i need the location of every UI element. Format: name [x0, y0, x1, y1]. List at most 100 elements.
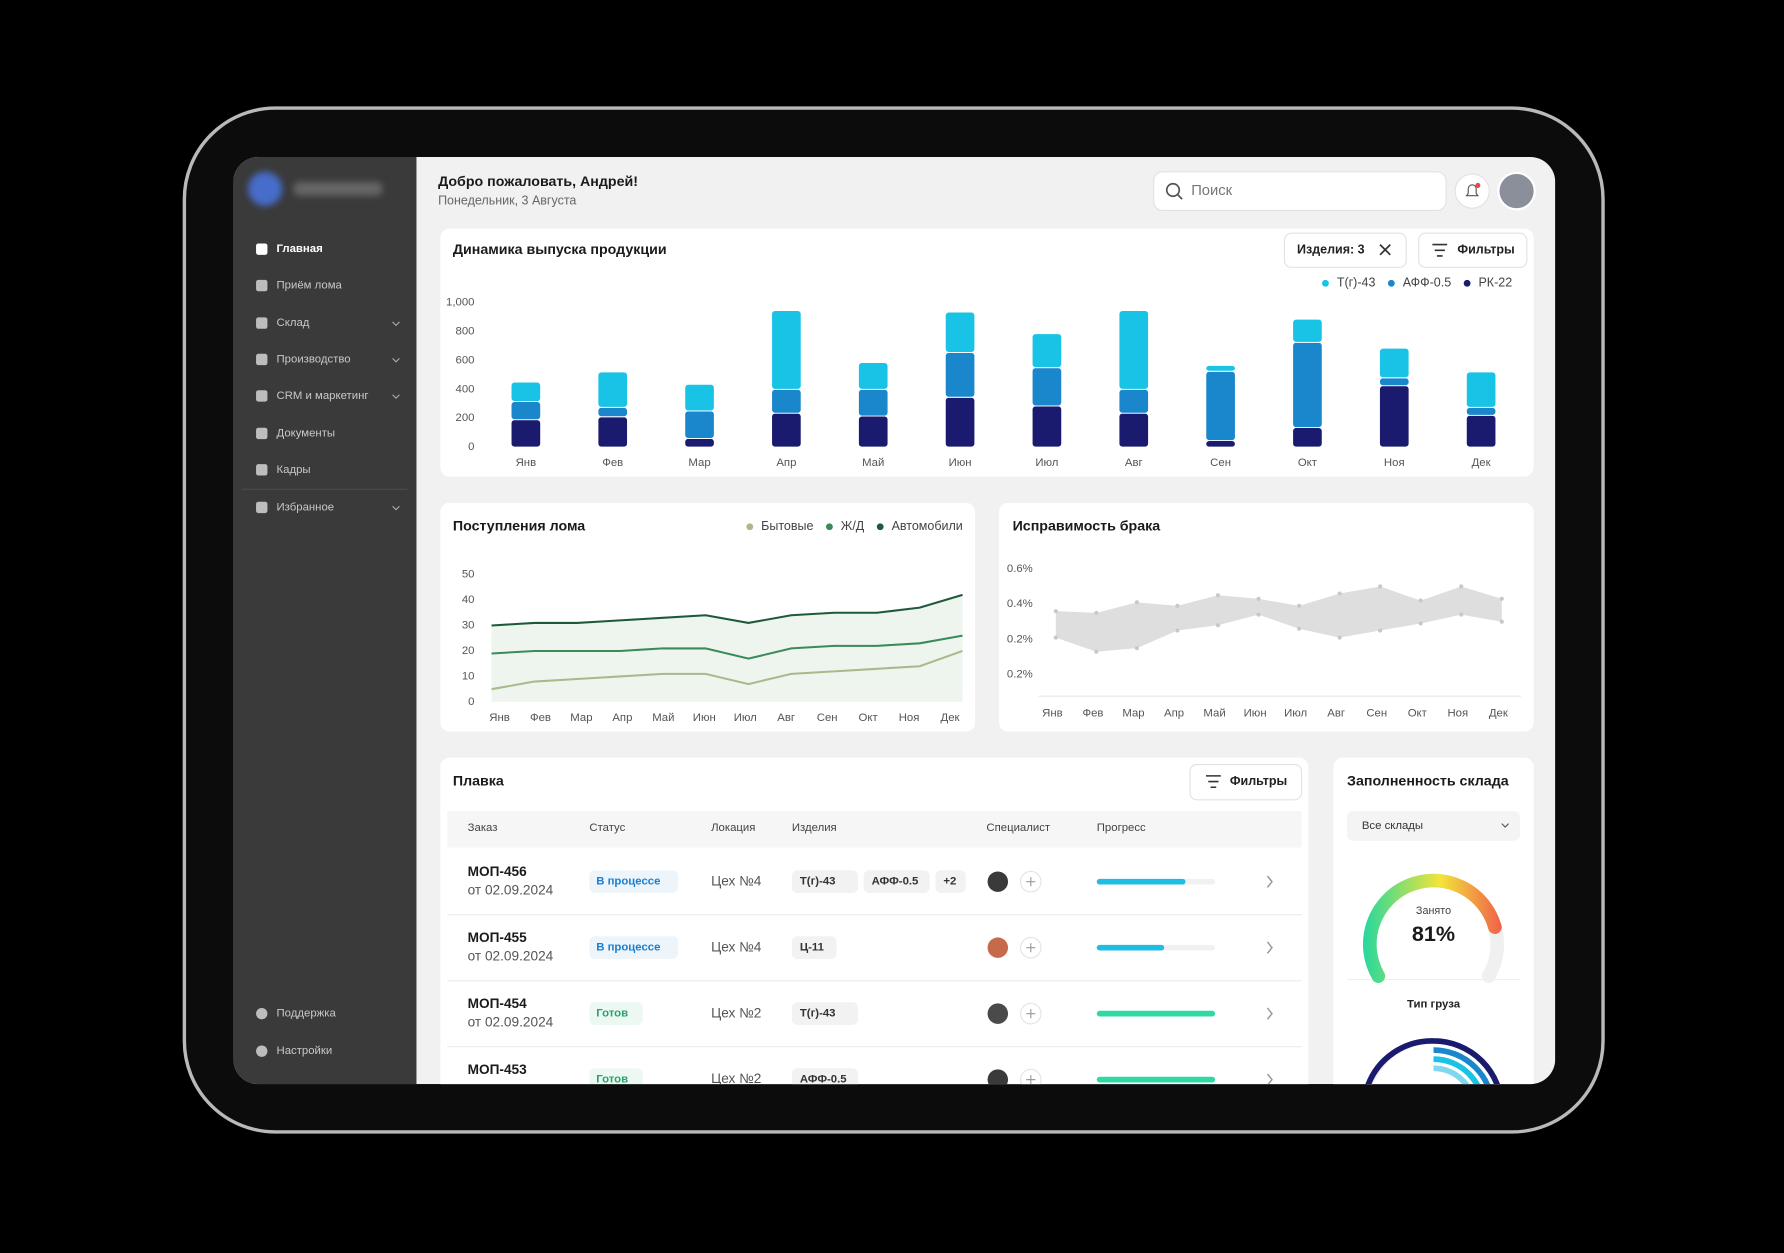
x-tick-label: Фев — [1082, 707, 1103, 719]
chevron — [392, 505, 400, 511]
search-icon — [1176, 193, 1183, 200]
bar-segment — [1031, 367, 1063, 407]
y-tick-label: 800 — [456, 326, 475, 338]
x-tick-label: Ноя — [899, 712, 920, 724]
order-date: от 02.09.2024 — [468, 1014, 554, 1029]
order-id: МОП-454 — [468, 996, 527, 1011]
bar-segment — [1465, 371, 1497, 408]
legend-marker — [1387, 279, 1395, 287]
nav-icon — [256, 1007, 268, 1020]
row-chevron[interactable] — [1266, 1073, 1273, 1085]
location: Цех №4 — [711, 873, 762, 888]
legend-marker — [825, 523, 833, 531]
bar-segment — [1465, 406, 1497, 416]
x-tick-label: Янв — [489, 712, 510, 724]
bar-segment — [1465, 414, 1497, 448]
status-badge — [589, 936, 679, 960]
line — [491, 593, 963, 627]
item-label: Ц-11 — [800, 942, 824, 954]
legend-label: Ж/Д — [841, 519, 865, 533]
x-tick-label: Май — [862, 457, 884, 469]
card-title: Исправимость брака — [1013, 518, 1161, 534]
bar-segment — [1379, 377, 1410, 387]
filter-icon — [1205, 775, 1221, 789]
products-chip[interactable] — [1283, 232, 1407, 268]
row-chevron[interactable] — [1266, 1007, 1273, 1020]
bar-segment — [510, 381, 542, 403]
order-id: МОП-456 — [468, 864, 527, 879]
bar-segment — [1292, 318, 1323, 343]
point — [1378, 628, 1383, 633]
nav-item[interactable]: Настройки — [277, 1045, 333, 1057]
nav-item[interactable]: Кадры — [277, 464, 311, 476]
bar-segment — [771, 310, 802, 390]
nav-item[interactable]: Склад — [277, 317, 310, 329]
user-avatar[interactable] — [1497, 171, 1536, 211]
y-tick-label: 200 — [456, 412, 475, 424]
card — [1333, 757, 1534, 1085]
nav-icon — [256, 279, 268, 292]
filters-label: Фильтры — [1230, 774, 1287, 788]
search-box[interactable] — [1153, 171, 1447, 212]
legend-label: АФФ-0.5 — [1403, 276, 1452, 290]
bar-segment — [857, 388, 889, 417]
date: Понедельник, 3 Августа — [438, 194, 576, 208]
bar-segment — [684, 437, 715, 448]
bar-segment — [771, 388, 802, 414]
location: Цех №4 — [711, 939, 762, 954]
filters-button[interactable] — [1189, 763, 1303, 801]
dropdown-label: Все склады — [1362, 820, 1423, 832]
y-tick-label: 50 — [462, 569, 475, 581]
column-header: Прогресс — [1097, 822, 1146, 834]
warehouse-dropdown[interactable] — [1347, 811, 1520, 841]
point — [1094, 610, 1099, 615]
legend-label: РК-22 — [1478, 276, 1512, 290]
point — [1459, 584, 1464, 589]
row-chevron[interactable] — [1266, 875, 1273, 888]
nav-item[interactable]: Приём лома — [277, 280, 343, 292]
nav-item[interactable]: Главная — [277, 243, 323, 255]
bar-segment — [1031, 405, 1063, 448]
point — [1134, 600, 1139, 605]
y-tick-label: 1,000 — [446, 297, 474, 309]
nav-item[interactable]: Производство — [277, 353, 351, 365]
x-tick-label: Апр — [612, 712, 632, 724]
location: Цех №2 — [711, 1071, 761, 1086]
x-tick-label: Апр — [1164, 707, 1184, 719]
bar-segment — [1118, 388, 1149, 414]
nav-item[interactable]: Документы — [277, 427, 336, 439]
item-label: АФФ-0.5 — [800, 1074, 847, 1086]
legend-label: Бытовые — [761, 519, 813, 533]
column-header: Специалист — [986, 822, 1050, 834]
x-tick-label: Мар — [1122, 707, 1144, 719]
row-chevron[interactable] — [1266, 941, 1273, 954]
x-tick-label: Фев — [602, 457, 623, 469]
point — [1459, 612, 1464, 617]
chip-close[interactable] — [1379, 243, 1391, 256]
nav-item[interactable]: Поддержка — [277, 1008, 337, 1020]
bar-segment — [944, 352, 976, 398]
x-tick-label: Июл — [1284, 707, 1307, 719]
specialist-avatar — [987, 1069, 1009, 1085]
order-date: от 02.09.2024 — [468, 948, 554, 963]
point — [1418, 621, 1423, 626]
plus-icon — [1026, 943, 1036, 953]
y-tick-label: 0.4% — [1007, 598, 1033, 610]
x-tick-label: Дек — [1472, 457, 1492, 469]
y-tick-label: 0 — [468, 441, 474, 453]
nav-item[interactable]: Избранное — [277, 501, 335, 513]
cargo-title: Тип груза — [1407, 999, 1461, 1011]
legend-label: Т(г)-43 — [1337, 276, 1376, 290]
card — [440, 757, 1309, 1085]
point — [1378, 584, 1383, 589]
bar-segment — [1118, 310, 1149, 390]
notifications[interactable] — [1454, 173, 1490, 209]
gauge-value: 81% — [1412, 921, 1455, 946]
point — [1175, 603, 1180, 608]
filters-button[interactable] — [1418, 232, 1528, 268]
point — [1499, 619, 1504, 624]
nav-icon — [256, 353, 268, 366]
nav-item[interactable]: CRM и маркетинг — [277, 390, 369, 402]
point — [1256, 596, 1261, 601]
card-title: Динамика выпуска продукции — [453, 242, 667, 258]
